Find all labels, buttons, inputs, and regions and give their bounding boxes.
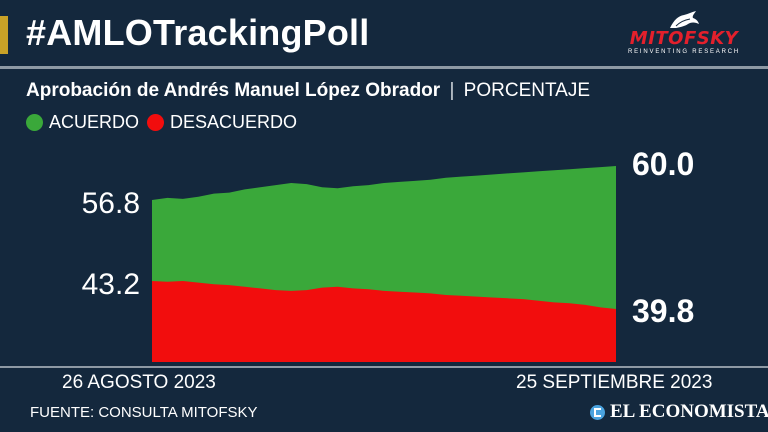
header-divider (0, 66, 768, 69)
subtitle-unit: PORCENTAJE (463, 80, 591, 101)
x-end-label: 25 SEPTIEMBRE 2023 (516, 372, 713, 393)
chart-subtitle: Aprobación de Andrés Manuel López Obrado… (26, 80, 590, 102)
baseline-rule (0, 366, 768, 368)
subtitle-separator: | (449, 80, 455, 101)
start-value-acuerdo: 56.8 (82, 187, 140, 220)
end-value-acuerdo: 60.0 (632, 146, 694, 182)
legend-label-desacuerdo: DESACUERDO (170, 112, 298, 132)
source-note: FUENTE: CONSULTA MITOFSKY (30, 404, 258, 421)
legend-item-desacuerdo: DESACUERDO (147, 112, 297, 133)
area-desacuerdo (152, 281, 616, 362)
legend-item-acuerdo: ACUERDO (26, 112, 139, 133)
mitofsky-logo: MITOFSKY REINVENTING RESEARCH (618, 10, 750, 60)
horse-icon (670, 11, 699, 28)
legend: ACUERDO DESACUERDO (26, 112, 305, 133)
end-value-desacuerdo: 39.8 (632, 293, 694, 329)
legend-dot-acuerdo (26, 114, 43, 131)
el-economista-logo: EL ECONOMISTA (590, 401, 768, 423)
start-value-desacuerdo: 43.2 (82, 268, 140, 301)
x-start-label: 26 AGOSTO 2023 (62, 372, 216, 393)
economista-icon (590, 404, 605, 420)
logo-wordmark: MITOFSKY (629, 28, 739, 49)
legend-dot-desacuerdo (147, 114, 165, 131)
logo-tagline: REINVENTING RESEARCH (627, 49, 740, 55)
brand-name: EL ECONOMISTA (610, 401, 768, 422)
title-accent-bar (0, 16, 8, 54)
subtitle-main: Aprobación de Andrés Manuel López Obrado… (26, 80, 441, 101)
page-title: #AMLOTrackingPoll (26, 12, 370, 53)
legend-label-acuerdo: ACUERDO (49, 112, 140, 132)
